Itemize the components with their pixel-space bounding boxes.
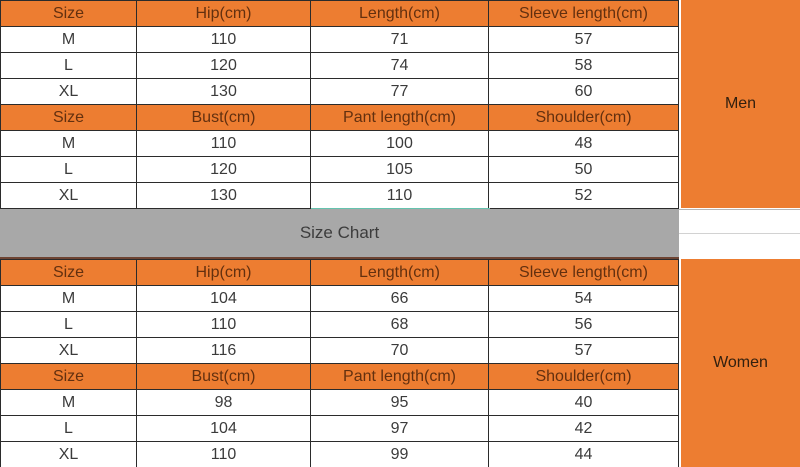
- data-cell: 52: [489, 183, 679, 209]
- size-chart-banner-label: Size Chart: [299, 223, 380, 242]
- header-cell: Sleeve length(cm): [489, 1, 679, 27]
- header-cell: Length(cm): [311, 1, 489, 27]
- data-cell: 42: [489, 416, 679, 442]
- data-cell: 54: [489, 286, 679, 312]
- men-label-block: Men: [681, 0, 800, 208]
- data-cell: 58: [489, 53, 679, 79]
- data-cell: 98: [137, 390, 311, 416]
- right-gap-strip: [679, 209, 800, 259]
- data-cell: 68: [311, 312, 489, 338]
- data-cell: 44: [489, 442, 679, 467]
- data-cell: L: [1, 416, 137, 442]
- data-cell: 130: [137, 183, 311, 209]
- header-cell: Bust(cm): [137, 364, 311, 390]
- header-cell: Size: [1, 1, 137, 27]
- header-cell: Length(cm): [311, 260, 489, 286]
- header-cell: Shoulder(cm): [489, 105, 679, 131]
- data-cell: 99: [311, 442, 489, 467]
- data-cell: 105: [311, 157, 489, 183]
- data-cell: 110: [137, 442, 311, 467]
- data-cell: 60: [489, 79, 679, 105]
- data-cell: 66: [311, 286, 489, 312]
- header-cell: Sleeve length(cm): [489, 260, 679, 286]
- data-cell: 48: [489, 131, 679, 157]
- data-cell: 110: [137, 131, 311, 157]
- data-cell: M: [1, 27, 137, 53]
- data-cell: XL: [1, 183, 137, 209]
- size-chart-table-women: Size Hip(cm) Length(cm) Sleeve length(cm) M 1…: [0, 259, 679, 467]
- size-chart-banner: Size Chart: [0, 209, 679, 259]
- data-cell: XL: [1, 442, 137, 467]
- data-cell: 50: [489, 157, 679, 183]
- header-cell: Size: [1, 364, 137, 390]
- data-cell: L: [1, 53, 137, 79]
- data-cell: L: [1, 157, 137, 183]
- data-cell: 104: [137, 286, 311, 312]
- data-cell: 110: [137, 312, 311, 338]
- data-cell: 40: [489, 390, 679, 416]
- data-cell: 110: [137, 27, 311, 53]
- data-cell: 77: [311, 79, 489, 105]
- data-cell: 95: [311, 390, 489, 416]
- size-chart-table-men: Size Hip(cm) Length(cm) Sleeve length(cm) M 1…: [0, 0, 679, 209]
- data-cell: 71: [311, 27, 489, 53]
- data-cell: 100: [311, 131, 489, 157]
- men-label: Men: [724, 95, 757, 112]
- header-cell: Pant length(cm): [311, 364, 489, 390]
- data-cell: 70: [311, 338, 489, 364]
- data-cell: 97: [311, 416, 489, 442]
- header-cell: Bust(cm): [137, 105, 311, 131]
- data-cell: 110: [311, 183, 489, 209]
- data-cell: XL: [1, 79, 137, 105]
- header-cell: Size: [1, 105, 137, 131]
- data-cell: M: [1, 131, 137, 157]
- data-cell: 116: [137, 338, 311, 364]
- header-cell: Size: [1, 260, 137, 286]
- header-cell: Shoulder(cm): [489, 364, 679, 390]
- data-cell: 56: [489, 312, 679, 338]
- data-cell: 57: [489, 27, 679, 53]
- data-cell: XL: [1, 338, 137, 364]
- data-cell: 120: [137, 157, 311, 183]
- data-cell: 104: [137, 416, 311, 442]
- header-cell: Hip(cm): [137, 1, 311, 27]
- women-label: Women: [713, 354, 768, 371]
- data-cell: 74: [311, 53, 489, 79]
- data-cell: L: [1, 312, 137, 338]
- right-gap-strip-divider: [679, 210, 800, 234]
- data-cell: 57: [489, 338, 679, 364]
- data-cell: M: [1, 390, 137, 416]
- data-cell: M: [1, 286, 137, 312]
- women-label-block: Women: [681, 259, 800, 467]
- data-cell: 120: [137, 53, 311, 79]
- header-cell: Hip(cm): [137, 260, 311, 286]
- header-cell: Pant length(cm): [311, 105, 489, 131]
- data-cell: 130: [137, 79, 311, 105]
